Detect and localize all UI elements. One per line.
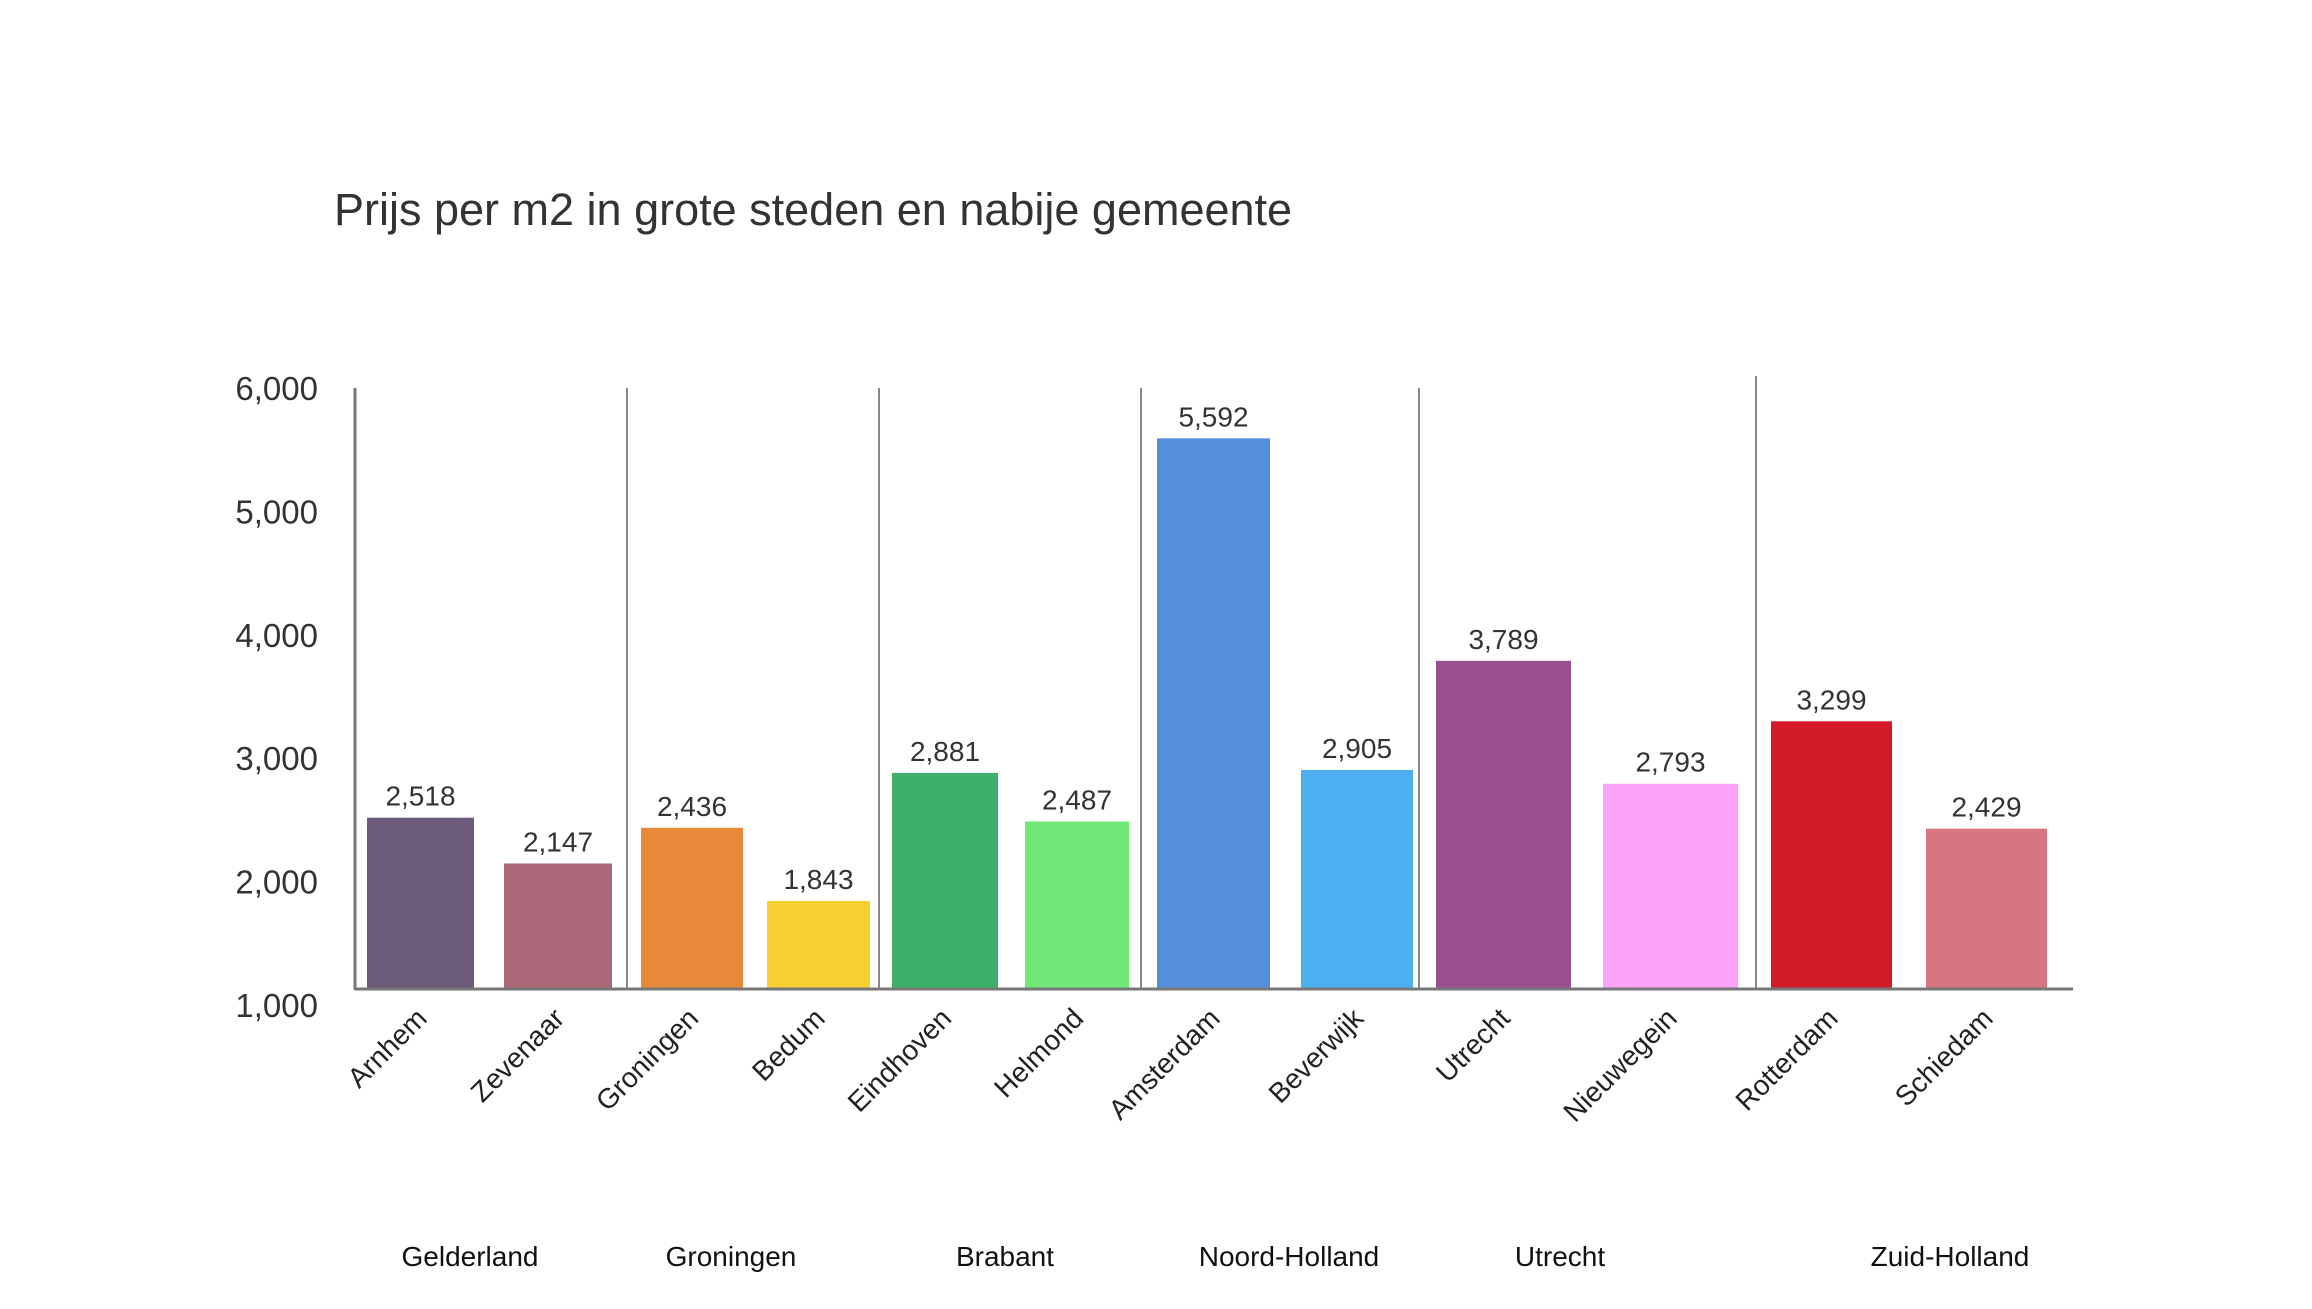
bar-schiedam xyxy=(1926,828,2047,989)
x-tick-label: Utrecht xyxy=(1430,1002,1516,1088)
bar-utrecht xyxy=(1436,660,1571,989)
bar-rotterdam xyxy=(1771,721,1892,989)
data-label: 2,905 xyxy=(1322,733,1392,764)
x-tick-label: Nieuwegein xyxy=(1557,1002,1682,1127)
chart-title: Prijs per m2 in grote steden en nabije g… xyxy=(334,184,1293,235)
group-label: Noord-Holland xyxy=(1199,1241,1380,1272)
x-tick-label: Arnhem xyxy=(341,1002,432,1093)
data-label: 3,789 xyxy=(1468,624,1538,655)
y-tick-label: 5,000 xyxy=(235,493,318,530)
group-label: Brabant xyxy=(956,1241,1054,1272)
bar-amsterdam xyxy=(1157,438,1270,990)
data-label: 5,592 xyxy=(1178,401,1248,432)
x-tick-label: Schiedam xyxy=(1889,1002,1999,1112)
data-label: 2,793 xyxy=(1635,747,1705,778)
group-label: Zuid-Holland xyxy=(1871,1241,2030,1272)
bar-arnhem xyxy=(367,817,474,989)
x-tick-label: Groningen xyxy=(590,1002,704,1116)
data-label: 1,843 xyxy=(783,864,853,895)
bar-groningen xyxy=(641,827,743,989)
x-tick-label: Rotterdam xyxy=(1729,1002,1843,1116)
y-tick-label: 3,000 xyxy=(235,740,318,777)
bar-bedum xyxy=(767,900,870,989)
bar-beverwijk xyxy=(1301,769,1413,989)
data-label: 2,147 xyxy=(523,826,593,857)
group-label: Groningen xyxy=(666,1241,797,1272)
x-tick-label: Helmond xyxy=(988,1002,1089,1103)
x-tick-label: Zevenaar xyxy=(465,1002,571,1108)
y-tick-label: 6,000 xyxy=(235,370,318,407)
data-label: 2,881 xyxy=(910,736,980,767)
x-tick-label: Beverwijk xyxy=(1263,1002,1370,1109)
x-tick-label: Amsterdam xyxy=(1103,1002,1226,1125)
data-label: 2,436 xyxy=(657,791,727,822)
bar-eindhoven xyxy=(892,772,998,989)
group-label: Gelderland xyxy=(402,1241,539,1272)
data-label: 3,299 xyxy=(1796,684,1866,715)
x-tick-label: Eindhoven xyxy=(842,1002,958,1118)
group-label: Utrecht xyxy=(1515,1241,1605,1272)
bar-zevenaar xyxy=(504,863,612,989)
bar-helmond xyxy=(1025,821,1129,989)
data-label: 2,429 xyxy=(1951,792,2021,823)
x-tick-label: Bedum xyxy=(746,1002,831,1087)
bar-nieuwegein xyxy=(1603,783,1738,989)
data-label: 2,518 xyxy=(385,781,455,812)
y-tick-label: 2,000 xyxy=(235,864,318,901)
y-tick-label: 4,000 xyxy=(235,617,318,654)
y-tick-label: 1,000 xyxy=(235,987,318,1024)
data-label: 2,487 xyxy=(1042,785,1112,816)
